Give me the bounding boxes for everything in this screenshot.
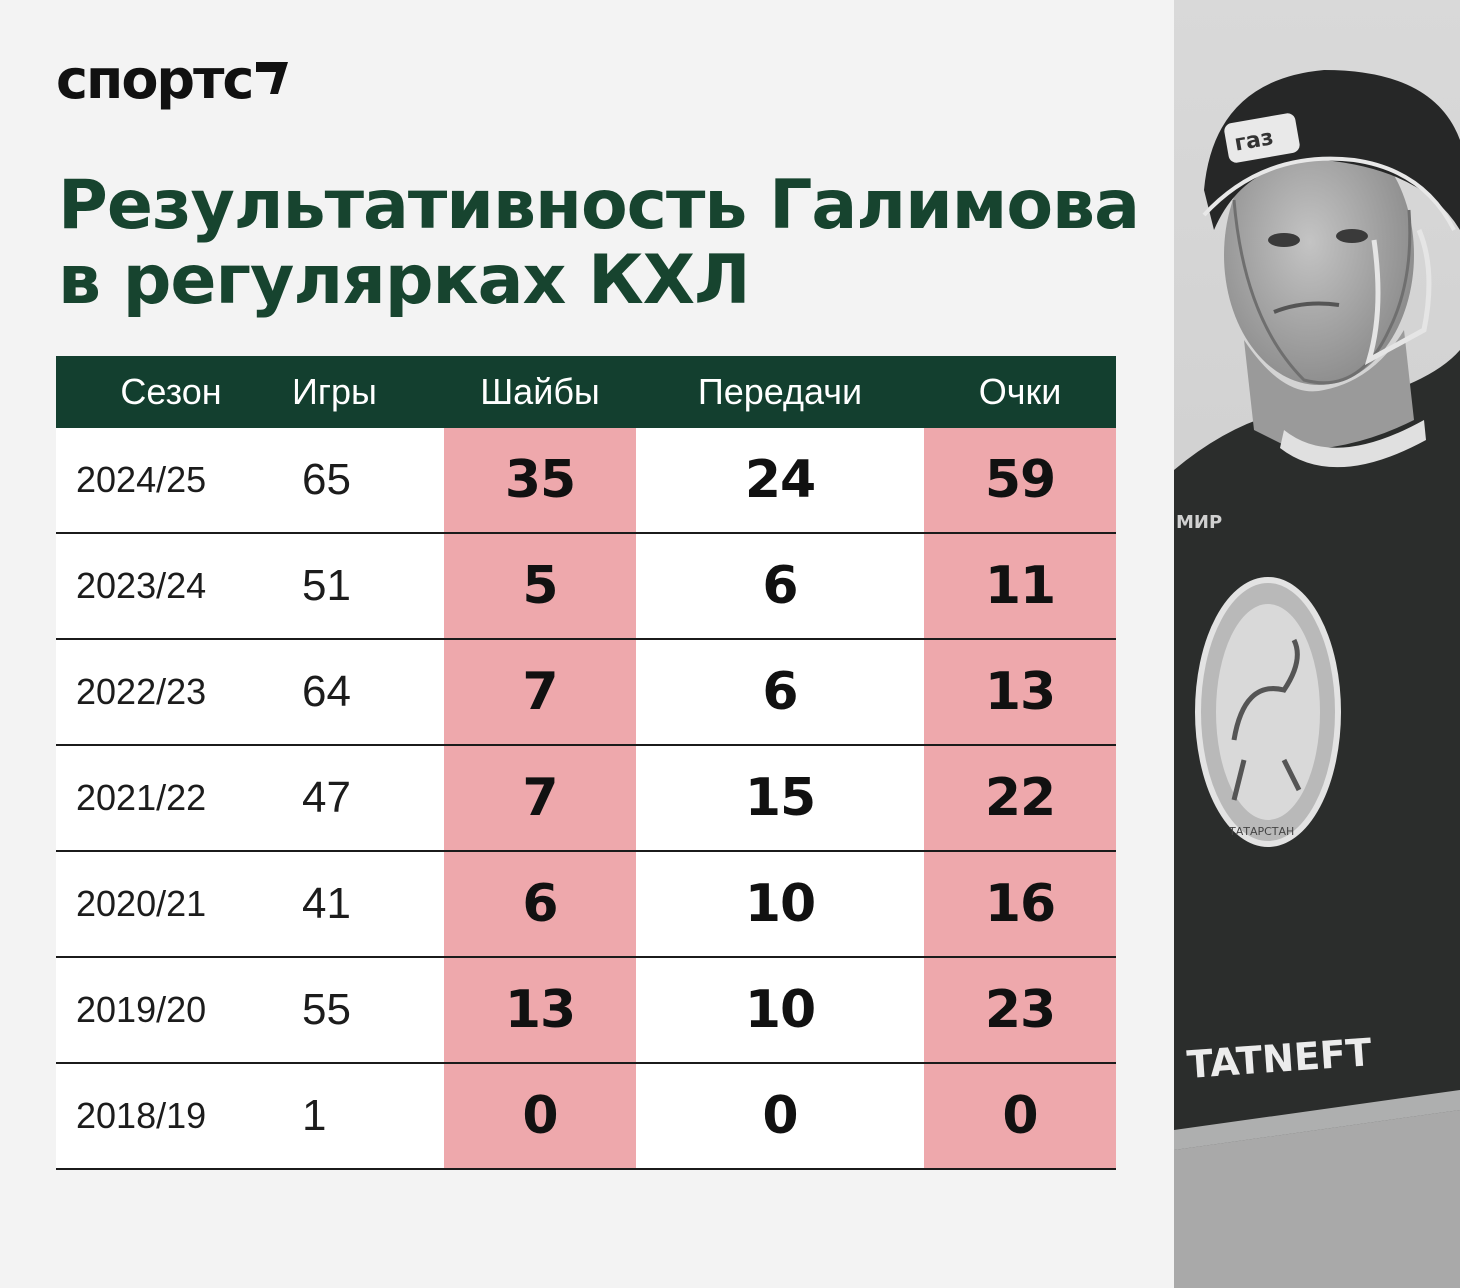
stats-table: Сезон Игры Шайбы Передачи Очки 2024/25 65… [56, 356, 1116, 1170]
cell-points: 16 [924, 852, 1116, 956]
goals-value: 6 [522, 874, 558, 934]
cell-season: 2022/23 [56, 640, 286, 744]
cell-goals: 6 [444, 852, 636, 956]
cell-points: 22 [924, 746, 1116, 850]
cell-games: 64 [286, 640, 444, 744]
cell-goals: 7 [444, 640, 636, 744]
points-value: 22 [984, 768, 1056, 828]
cell-points: 0 [924, 1064, 1116, 1168]
cell-points: 13 [924, 640, 1116, 744]
cell-season: 2021/22 [56, 746, 286, 850]
header-goals: Шайбы [480, 371, 600, 412]
player-photo: газ МИР ТАТАРСТАН TATNEFT [1174, 0, 1460, 1288]
season-value: 2018/19 [76, 1095, 207, 1136]
cell-season: 2023/24 [56, 534, 286, 638]
goals-value: 5 [522, 556, 558, 616]
cell-points: 23 [924, 958, 1116, 1062]
cell-goals: 0 [444, 1064, 636, 1168]
table-row: 2019/20 55 13 10 23 [56, 958, 1116, 1064]
table-row: 2023/24 51 5 6 11 [56, 534, 1116, 640]
cell-assists: 6 [636, 534, 924, 638]
emblem-text: ТАТАРСТАН [1228, 825, 1294, 838]
sports-logo: спортс [56, 40, 290, 110]
points-value: 0 [1002, 1086, 1038, 1146]
header-games: Игры [292, 371, 377, 412]
cell-games: 55 [286, 958, 444, 1062]
assists-value: 10 [744, 874, 816, 934]
table-header: Сезон Игры Шайбы Передачи Очки [56, 356, 1116, 428]
season-value: 2024/25 [76, 459, 207, 500]
points-value: 16 [984, 874, 1056, 934]
cell-points: 11 [924, 534, 1116, 638]
goals-value: 7 [522, 662, 558, 722]
goals-value: 7 [522, 768, 558, 828]
cell-goals: 13 [444, 958, 636, 1062]
cell-games: 51 [286, 534, 444, 638]
header-season: Сезон [120, 371, 222, 412]
points-value: 13 [984, 662, 1056, 722]
games-value: 41 [302, 879, 351, 928]
table-body: 2024/25 65 35 24 59 2023/24 51 5 6 11 2022/23 64 7 6 1… [56, 428, 1116, 1170]
cell-season: 2018/19 [56, 1064, 286, 1168]
logo-mark-icon [256, 62, 289, 94]
cell-season: 2024/25 [56, 428, 286, 532]
table-row: 2020/21 41 6 10 16 [56, 852, 1116, 958]
goals-value: 35 [504, 450, 576, 510]
assists-value: 24 [744, 450, 816, 510]
cell-assists: 24 [636, 428, 924, 532]
points-value: 23 [984, 980, 1056, 1040]
title-line-1: Результативность Галимова [58, 166, 1140, 245]
season-value: 2023/24 [76, 565, 207, 606]
assists-value: 6 [762, 556, 798, 616]
logo-text: спортс [56, 48, 254, 111]
assists-value: 15 [744, 768, 816, 828]
cell-season: 2019/20 [56, 958, 286, 1062]
points-value: 11 [984, 556, 1056, 616]
cell-assists: 15 [636, 746, 924, 850]
cell-goals: 5 [444, 534, 636, 638]
page-title: Результативность Галимова в регулярках К… [58, 168, 1158, 318]
games-value: 47 [302, 773, 351, 822]
cell-season: 2020/21 [56, 852, 286, 956]
games-value: 65 [302, 455, 351, 504]
sleeve-text: МИР [1176, 512, 1222, 533]
cell-goals: 35 [444, 428, 636, 532]
assists-value: 10 [744, 980, 816, 1040]
assists-value: 6 [762, 662, 798, 722]
cell-assists: 10 [636, 852, 924, 956]
hockey-player-image: газ МИР ТАТАРСТАН TATNEFT [1174, 0, 1460, 1288]
season-value: 2020/21 [76, 883, 207, 924]
games-value: 64 [302, 667, 351, 716]
season-value: 2019/20 [76, 989, 207, 1030]
season-value: 2021/22 [76, 777, 207, 818]
goals-value: 0 [522, 1086, 558, 1146]
header-assists: Передачи [697, 371, 863, 412]
table-row: 2024/25 65 35 24 59 [56, 428, 1116, 534]
season-value: 2022/23 [76, 671, 207, 712]
points-value: 59 [984, 450, 1056, 510]
assists-value: 0 [762, 1086, 798, 1146]
header-points: Очки [978, 371, 1062, 412]
cell-games: 1 [286, 1064, 444, 1168]
cell-games: 41 [286, 852, 444, 956]
title-line-2: в регулярках КХЛ [58, 241, 751, 320]
table-row: 2018/19 1 0 0 0 [56, 1064, 1116, 1170]
games-value: 51 [302, 561, 351, 610]
table-row: 2022/23 64 7 6 13 [56, 640, 1116, 746]
cell-games: 47 [286, 746, 444, 850]
goals-value: 13 [504, 980, 576, 1040]
cell-assists: 0 [636, 1064, 924, 1168]
games-value: 1 [302, 1091, 327, 1140]
cell-games: 65 [286, 428, 444, 532]
cell-goals: 7 [444, 746, 636, 850]
games-value: 55 [302, 985, 351, 1034]
cell-assists: 10 [636, 958, 924, 1062]
table-row: 2021/22 47 7 15 22 [56, 746, 1116, 852]
cell-assists: 6 [636, 640, 924, 744]
cell-points: 59 [924, 428, 1116, 532]
